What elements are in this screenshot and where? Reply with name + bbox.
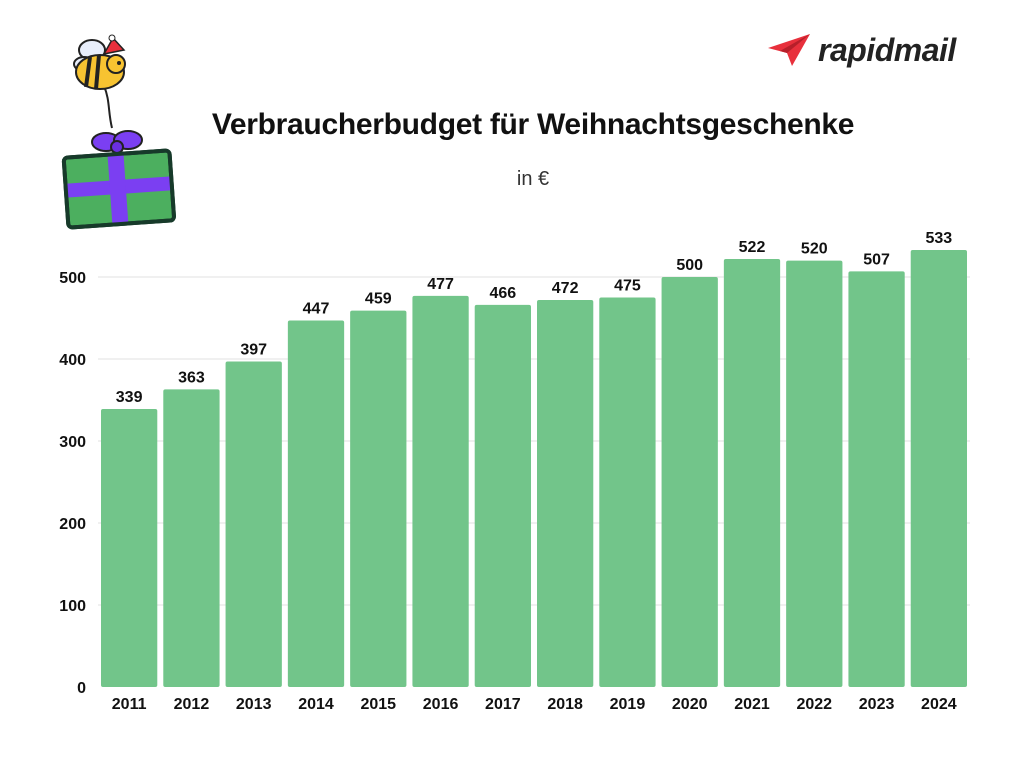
- bar-2022: [786, 260, 843, 687]
- bar-2012: [163, 389, 220, 687]
- bar-2015: [350, 310, 407, 687]
- data-label: 500: [676, 257, 703, 274]
- bar-2013: [225, 361, 282, 687]
- x-tick-label: 2018: [547, 696, 583, 713]
- x-tick-label: 2021: [734, 696, 770, 713]
- bar-2020: [661, 277, 718, 687]
- brand-logo: rapidmail: [766, 28, 956, 72]
- brand-name: rapidmail: [818, 31, 956, 68]
- data-label: 477: [427, 276, 454, 293]
- paper-plane-icon: [768, 34, 810, 66]
- data-label: 397: [240, 342, 267, 359]
- y-tick-label: 0: [77, 680, 86, 697]
- x-tick-label: 2022: [796, 696, 832, 713]
- x-tick-label: 2013: [236, 696, 272, 713]
- data-label: 363: [178, 369, 205, 386]
- chart-title: Verbraucherbudget für Weihnachtsgeschenk…: [211, 108, 855, 141]
- data-label: 520: [801, 241, 828, 258]
- y-tick-label: 400: [59, 352, 86, 369]
- data-label: 472: [552, 280, 579, 297]
- data-label: 475: [614, 278, 641, 295]
- bar-2019: [599, 297, 656, 687]
- data-label: 507: [863, 251, 890, 268]
- data-label: 466: [490, 285, 517, 302]
- bar-2024: [910, 250, 967, 687]
- bar-2011: [101, 409, 158, 687]
- x-tick-label: 2017: [485, 696, 521, 713]
- x-tick-label: 2020: [672, 696, 708, 713]
- bar-2018: [537, 300, 594, 687]
- bar-2021: [723, 259, 781, 687]
- data-label: 459: [365, 291, 392, 308]
- y-tick-label: 100: [59, 598, 86, 615]
- bar-2016: [412, 295, 469, 687]
- x-tick-label: 2014: [298, 696, 334, 713]
- x-tick-label: 2015: [360, 696, 396, 713]
- x-tick-label: 2024: [921, 696, 957, 713]
- x-tick-label: 2012: [174, 696, 210, 713]
- data-label: 533: [926, 230, 953, 247]
- x-tick-label: 2016: [423, 696, 459, 713]
- bee-carrying-gift-icon: [61, 34, 176, 230]
- chart-subtitle: in €: [516, 168, 550, 190]
- x-tick-label: 2019: [610, 696, 646, 713]
- y-tick-label: 500: [59, 270, 86, 287]
- x-tick-label: 2023: [859, 696, 895, 713]
- data-label: 339: [116, 389, 143, 406]
- bar-2023: [848, 271, 905, 687]
- data-label: 522: [739, 239, 766, 256]
- bar-2014: [287, 320, 345, 687]
- bar-2017: [474, 304, 531, 687]
- x-tick-label: 2011: [112, 696, 147, 713]
- data-label: 447: [303, 301, 330, 318]
- y-tick-label: 300: [59, 434, 86, 451]
- y-tick-label: 200: [59, 516, 86, 533]
